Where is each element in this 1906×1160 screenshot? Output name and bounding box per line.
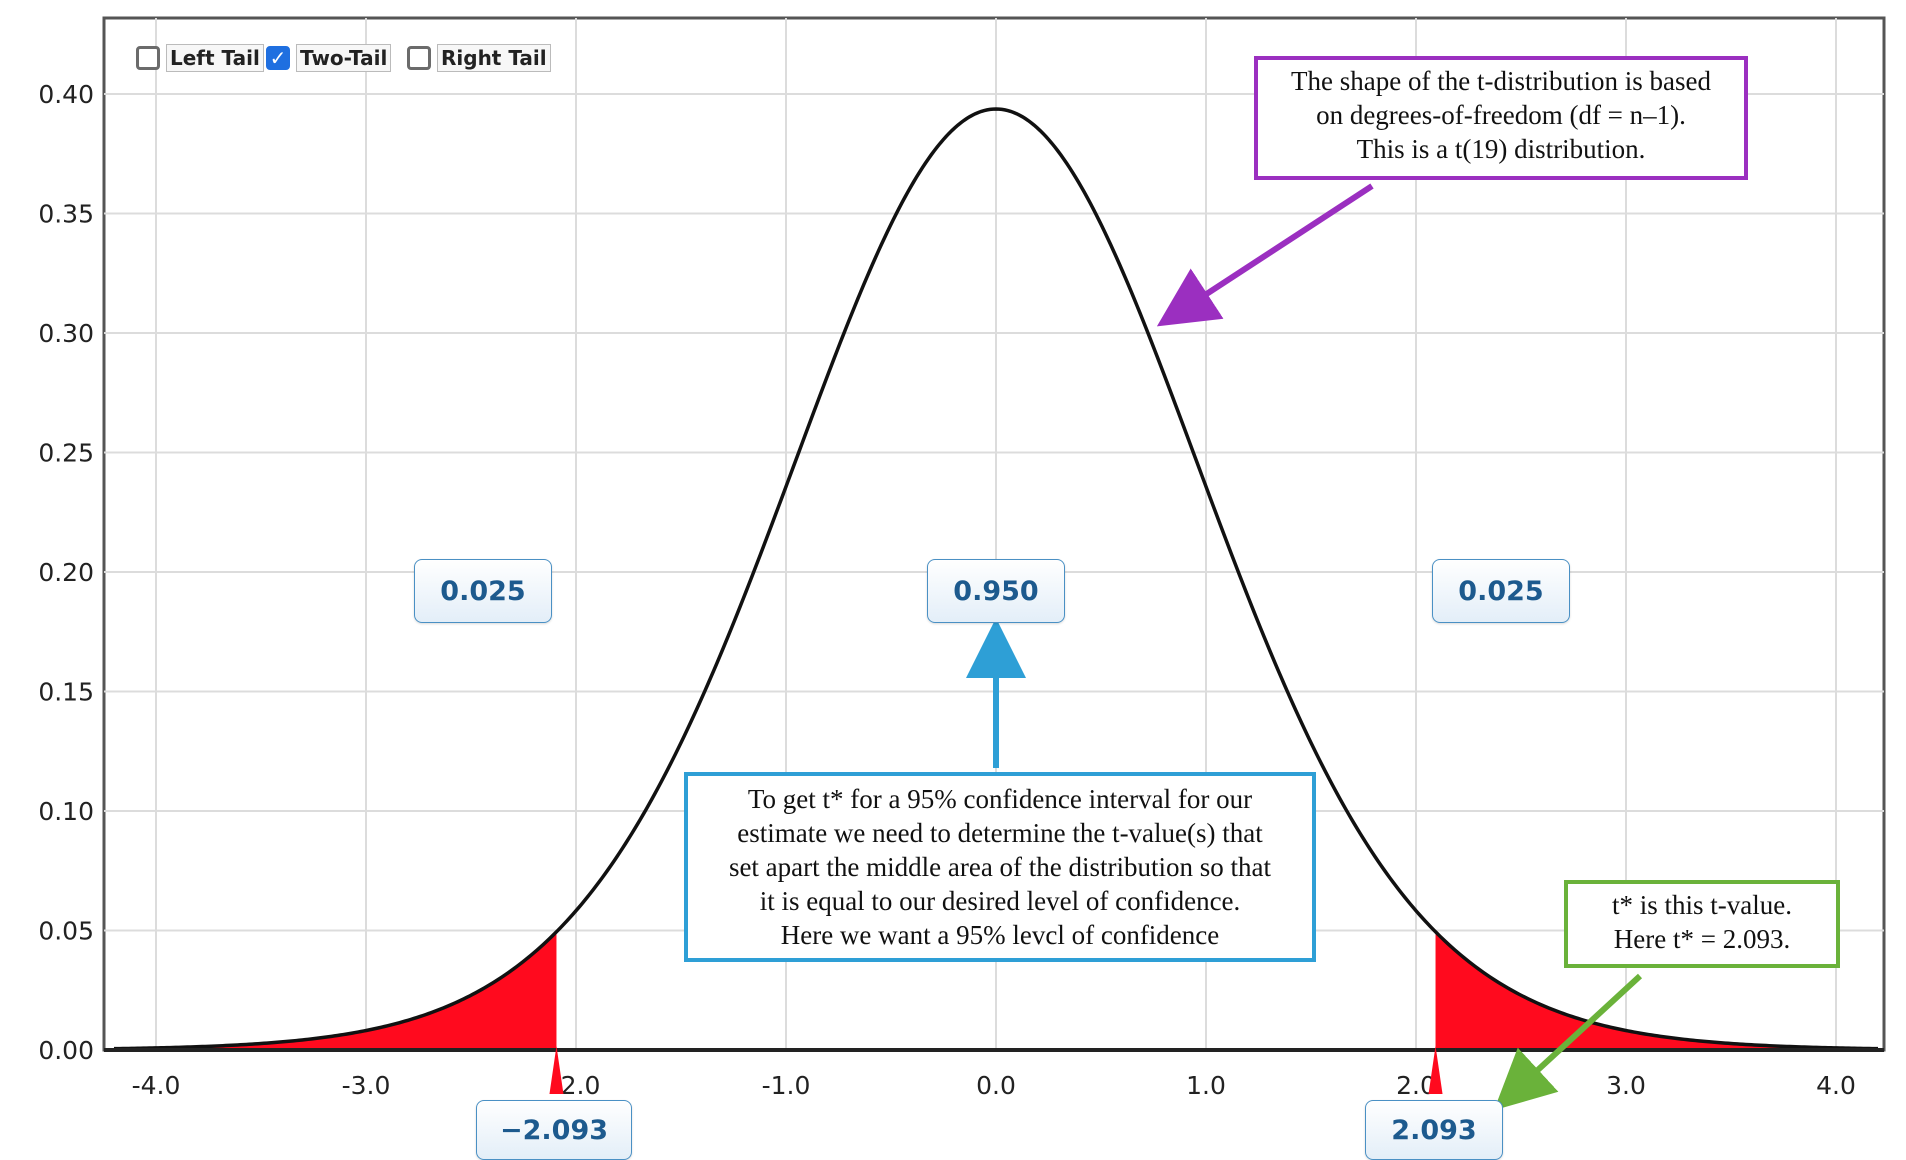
x-tick-label: 1.0	[1186, 1071, 1226, 1100]
left-tail-label: Left Tail	[166, 44, 264, 72]
left-tail-toggle[interactable]: Left Tail	[136, 44, 264, 72]
ci-note-line: Here we want a 95% levcl of confidence	[780, 920, 1220, 950]
upper-critical-marker[interactable]	[1428, 1046, 1443, 1094]
df-note-line: on degrees-of-freedom (df = n–1).	[1316, 100, 1686, 130]
right-tail-label: Right Tail	[437, 44, 551, 72]
lower-critical-label[interactable]: −2.093	[476, 1100, 632, 1160]
two-tail-checkbox[interactable]	[266, 46, 290, 70]
ci-note: To get t* for a 95% confidence interval …	[684, 772, 1316, 962]
tstar-note-line: Here t* = 2.093.	[1613, 924, 1791, 954]
y-tick-label: 0.35	[38, 200, 94, 229]
x-tick-label: 3.0	[1606, 1071, 1646, 1100]
right-area-label: 0.025	[1432, 559, 1570, 623]
df-note: The shape of the t-distribution is based…	[1254, 56, 1748, 180]
y-tick-label: 0.40	[38, 80, 94, 109]
right-tail-toggle[interactable]: Right Tail	[407, 44, 551, 72]
y-tick-label: 0.30	[38, 319, 94, 348]
tstar-note: t* is this t-value. Here t* = 2.093.	[1564, 880, 1840, 968]
tstar-note-line: t* is this t-value.	[1612, 890, 1792, 920]
density-curve	[113, 107, 1879, 1051]
ci-note-line: it is equal to our desired level of conf…	[759, 886, 1241, 916]
y-tick-label: 0.00	[38, 1036, 94, 1065]
y-tick-label: 0.05	[38, 917, 94, 946]
tstar-note-arrow	[1493, 973, 1643, 1111]
y-tick-label: 0.10	[38, 797, 94, 826]
ci-note-line: estimate we need to determine the t-valu…	[737, 818, 1263, 848]
x-axis-ticks: -4.0 -3.0 -2.0 -1.0 0.0 1.0 2.0 3.0 4.0	[132, 1071, 1856, 1100]
df-note-line: The shape of the t-distribution is based	[1291, 66, 1711, 96]
df-note-line: This is a t(19) distribution.	[1356, 134, 1646, 164]
right-tail-area	[1435, 931, 1878, 1050]
x-tick-label: 2.0	[1396, 1071, 1436, 1100]
x-tick-label: -3.0	[342, 1071, 391, 1100]
lower-critical-marker[interactable]	[549, 1046, 564, 1094]
left-area-label: 0.025	[414, 559, 552, 623]
two-tail-label: Two-Tail	[296, 44, 392, 72]
x-tick-label: 4.0	[1816, 1071, 1856, 1100]
upper-critical-label[interactable]: 2.093	[1365, 1100, 1503, 1160]
x-tick-label: -4.0	[132, 1071, 181, 1100]
y-tick-label: 0.15	[38, 678, 94, 707]
left-tail-area	[114, 931, 557, 1050]
df-note-arrow	[1156, 183, 1374, 327]
x-tick-label: -1.0	[762, 1071, 811, 1100]
right-tail-checkbox[interactable]	[407, 46, 431, 70]
ci-note-line: set apart the middle area of the distrib…	[728, 852, 1272, 882]
y-tick-label: 0.25	[38, 439, 94, 468]
left-tail-checkbox[interactable]	[136, 46, 160, 70]
y-tick-label: 0.20	[38, 558, 94, 587]
middle-area-label: 0.950	[927, 559, 1065, 623]
ci-note-line: To get t* for a 95% confidence interval …	[747, 784, 1253, 814]
y-axis-ticks: 0.00 0.05 0.10 0.15 0.20 0.25 0.30 0.35 0.40	[38, 80, 94, 1065]
x-tick-label: 0.0	[976, 1071, 1016, 1100]
two-tail-toggle[interactable]: Two-Tail	[266, 44, 392, 72]
